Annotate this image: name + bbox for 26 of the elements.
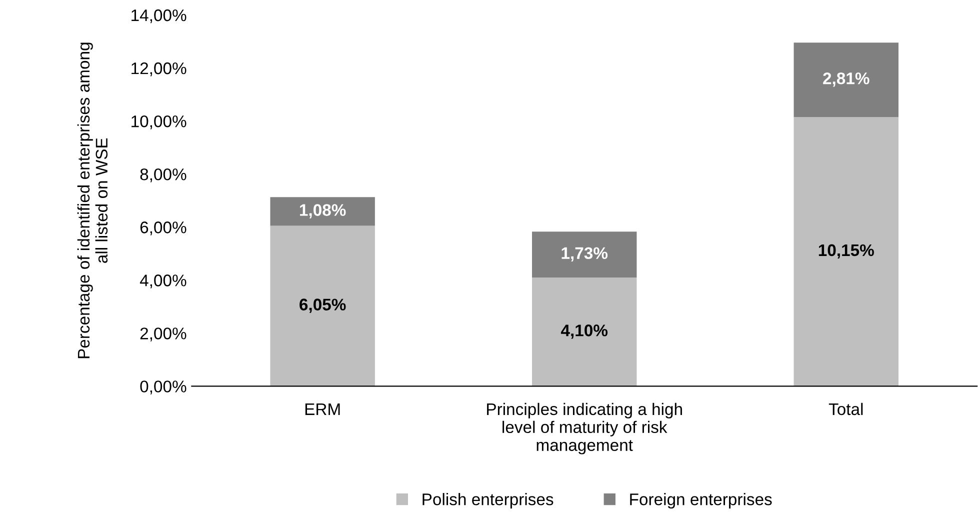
y-tick-label: 0,00% (140, 380, 186, 394)
x-tick-label: ERM (305, 403, 340, 415)
y-tick-label: 14,00% (132, 9, 186, 24)
legend-label: Polish enterprises (422, 493, 554, 509)
bar (794, 42, 898, 118)
bar (532, 232, 637, 278)
y-tick-label: 8,00% (140, 168, 186, 182)
data-label: 4,10% (560, 324, 608, 339)
bar (794, 117, 898, 386)
y-tick-label: 4,00% (140, 274, 186, 288)
data-label: 1,08% (300, 204, 346, 218)
data-label: 1,73% (562, 247, 608, 262)
y-tick-label: 10,00% (132, 115, 186, 130)
data-label: 10,15% (818, 244, 874, 259)
bar (270, 197, 375, 226)
data-label: 6,05% (300, 298, 346, 313)
x-tick-label: Principles indicating a high level of maturity of risk management (487, 402, 682, 454)
y-tick-label: 6,00% (140, 222, 186, 236)
data-label: 2,81% (823, 72, 870, 87)
y-tick-label: 2,00% (140, 328, 186, 342)
legend-label: Foreign enterprises (630, 493, 772, 509)
y-axis-title: Percentage of identified enterprises among all listed on WSE (77, 42, 108, 358)
y-tick-label: 12,00% (132, 62, 186, 76)
bar (270, 226, 375, 386)
x-tick-label: Total (828, 402, 863, 416)
bar (532, 277, 637, 386)
